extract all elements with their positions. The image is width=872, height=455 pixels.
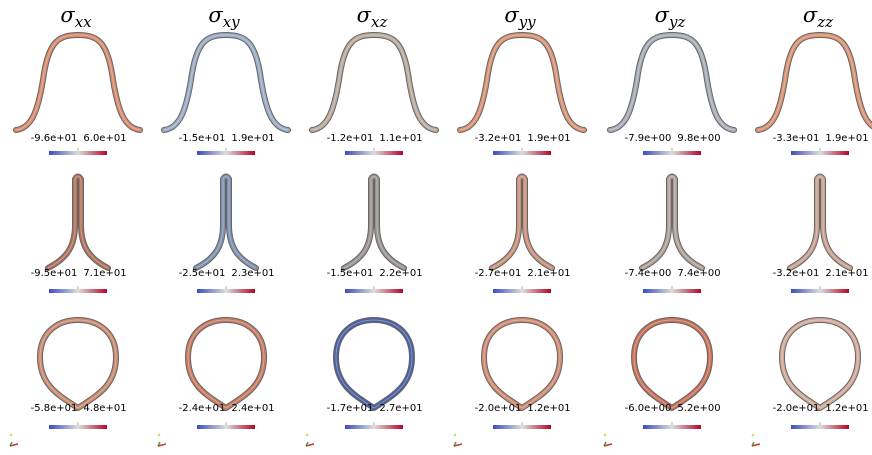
colorbar (345, 151, 403, 155)
title-symbol: σ (504, 3, 519, 27)
colorbar-min-label: -6.0e+00 (625, 403, 672, 414)
shape (16, 35, 140, 130)
colorbar-min-label: -3.2e+01 (475, 133, 522, 144)
column-title: σyy (504, 3, 536, 31)
title-symbol: σ (60, 3, 75, 27)
axis-icon (604, 434, 606, 436)
colorbar (791, 425, 849, 429)
shape-outline (642, 177, 702, 269)
colorbar-max-label: 2.1e+01 (527, 268, 570, 279)
colorbar-min-label: -1.2e+01 (327, 133, 374, 144)
title-subscript: zz (816, 13, 833, 31)
figure: σxxσxyσxzσyyσyzσzz-9.6e+016.0e+01-1.5e+0… (0, 0, 872, 455)
title-subscript: xx (75, 13, 92, 31)
axis-icon (306, 434, 308, 436)
colorbar-min-label: -1.5e+01 (179, 133, 226, 144)
title-symbol: σ (357, 3, 372, 27)
title-symbol: σ (803, 3, 818, 27)
shape-outline (484, 320, 560, 408)
column-title: σxx (60, 3, 92, 31)
title-subscript: xz (371, 13, 387, 31)
title-subscript: xy (223, 13, 240, 31)
colorbar-min-label: -7.4e+00 (625, 268, 672, 279)
colorbar-max-label: 7.1e+01 (83, 268, 126, 279)
colorbar-max-label: 2.2e+01 (379, 268, 422, 279)
colorbar-max-label: 5.2e+00 (677, 403, 720, 414)
shape (164, 35, 288, 130)
column-title: σyz (655, 3, 686, 31)
title-symbol: σ (208, 3, 223, 27)
colorbar (49, 425, 107, 429)
shape-outline (790, 177, 850, 269)
title-subscript: yy (518, 13, 536, 31)
colorbar (345, 425, 403, 429)
axis-icon (158, 434, 160, 436)
axis-icon (10, 434, 12, 436)
shape (460, 35, 584, 130)
colorbar-max-label: 1.9e+01 (527, 133, 570, 144)
colorbar (643, 151, 701, 155)
colorbar-min-label: -2.7e+01 (475, 268, 522, 279)
shape (610, 35, 734, 130)
axis-icon (752, 434, 754, 436)
shape-outline (40, 320, 116, 408)
title-symbol: σ (655, 3, 670, 27)
colorbar-max-label: 1.2e+01 (527, 403, 570, 414)
shape-outline (188, 320, 264, 408)
colorbar-min-label: -1.5e+01 (327, 268, 374, 279)
colorbar-max-label: 2.3e+01 (231, 268, 274, 279)
title-subscript: yz (668, 13, 685, 31)
column-title: σxz (357, 3, 388, 31)
shape-outline (48, 177, 108, 269)
colorbar-min-label: -2.0e+01 (773, 403, 820, 414)
colorbar-max-label: 2.1e+01 (825, 268, 868, 279)
colorbar (643, 289, 701, 293)
colorbar-max-label: 1.1e+01 (379, 133, 422, 144)
shape-outline (336, 320, 412, 408)
colorbar-min-label: -7.9e+00 (625, 133, 672, 144)
colorbar (643, 425, 701, 429)
colorbar-max-label: 2.7e+01 (379, 403, 422, 414)
colorbar (493, 151, 551, 155)
colorbar (49, 289, 107, 293)
colorbar (791, 289, 849, 293)
colorbar (197, 289, 255, 293)
shape-outline (782, 320, 858, 408)
colorbar-max-label: 1.2e+01 (825, 403, 868, 414)
axis-icon (454, 434, 456, 436)
colorbar-min-label: -1.7e+01 (327, 403, 374, 414)
column-title: σzz (803, 3, 833, 31)
colorbar-max-label: 9.8e+00 (677, 133, 720, 144)
shape (312, 35, 436, 130)
shape-outline (344, 177, 404, 269)
colorbar (493, 289, 551, 293)
shape-outline (196, 177, 256, 269)
colorbar-max-label: 2.4e+01 (231, 403, 274, 414)
colorbar (345, 289, 403, 293)
colorbar-max-label: 6.0e+01 (83, 133, 126, 144)
colorbar-min-label: -3.2e+01 (773, 268, 820, 279)
colorbar-min-label: -2.5e+01 (179, 268, 226, 279)
column-title: σxy (208, 3, 240, 31)
shape-outline (634, 320, 710, 408)
colorbar (791, 151, 849, 155)
colorbar-min-label: -5.8e+01 (31, 403, 78, 414)
colorbar-max-label: 1.9e+01 (231, 133, 274, 144)
colorbar (197, 425, 255, 429)
colorbar (493, 425, 551, 429)
colorbar-max-label: 1.9e+01 (825, 133, 868, 144)
colorbar-min-label: -9.6e+01 (31, 133, 78, 144)
colorbar-min-label: -2.4e+01 (179, 403, 226, 414)
colorbar-min-label: -9.5e+01 (31, 268, 78, 279)
shape-outline (492, 177, 552, 269)
colorbar-min-label: -2.0e+01 (475, 403, 522, 414)
colorbar-max-label: 4.8e+01 (83, 403, 126, 414)
colorbar-min-label: -3.3e+01 (773, 133, 820, 144)
page: σxxσxyσxzσyyσyzσzz-9.6e+016.0e+01-1.5e+0… (0, 0, 872, 455)
colorbar (49, 151, 107, 155)
colorbar-max-label: 7.4e+00 (677, 268, 720, 279)
colorbar (197, 151, 255, 155)
